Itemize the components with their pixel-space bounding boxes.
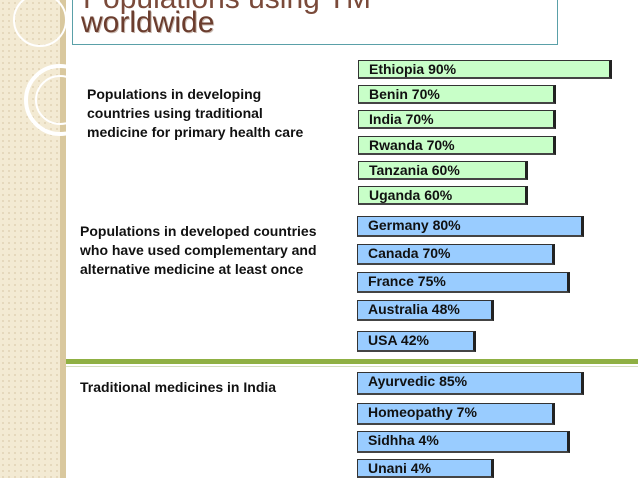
sidebar-stripe <box>60 0 66 478</box>
bar-homeopathy: Homeopathy 7% <box>357 403 555 425</box>
bar-ayurvedic: Ayurvedic 85% <box>357 372 584 395</box>
section-divider <box>66 359 638 364</box>
bar-ethiopia: Ethiopia 90% <box>358 60 612 79</box>
bar-germany: Germany 80% <box>357 216 584 237</box>
decorative-circles <box>13 0 66 136</box>
bar-uganda: Uganda 60% <box>358 186 528 205</box>
bar-rwanda: Rwanda 70% <box>358 136 556 155</box>
title-cropped-line: Populations using TM <box>83 0 371 16</box>
decorative-sidebar <box>0 0 66 478</box>
title-box: Populations using TM worldwide <box>72 0 558 45</box>
page-title: worldwide <box>81 6 215 39</box>
developed-countries-label: Populations in developed countries who h… <box>80 223 317 277</box>
divider-shadow <box>66 366 638 367</box>
india-traditional-label: Traditional medicines in India <box>80 379 277 395</box>
bar-india: India 70% <box>358 110 556 129</box>
bar-france: France 75% <box>357 272 570 293</box>
bar-tanzania: Tanzania 60% <box>358 161 528 180</box>
bar-usa: USA 42% <box>357 331 476 352</box>
bar-unani: Unani 4% <box>357 459 494 478</box>
bar-sidhha: Sidhha 4% <box>357 431 570 453</box>
bar-benin: Benin 70% <box>358 85 556 104</box>
bar-australia: Australia 48% <box>357 300 494 321</box>
bar-canada: Canada 70% <box>357 244 555 265</box>
developing-countries-label: Populations in developing countries usin… <box>87 86 304 140</box>
